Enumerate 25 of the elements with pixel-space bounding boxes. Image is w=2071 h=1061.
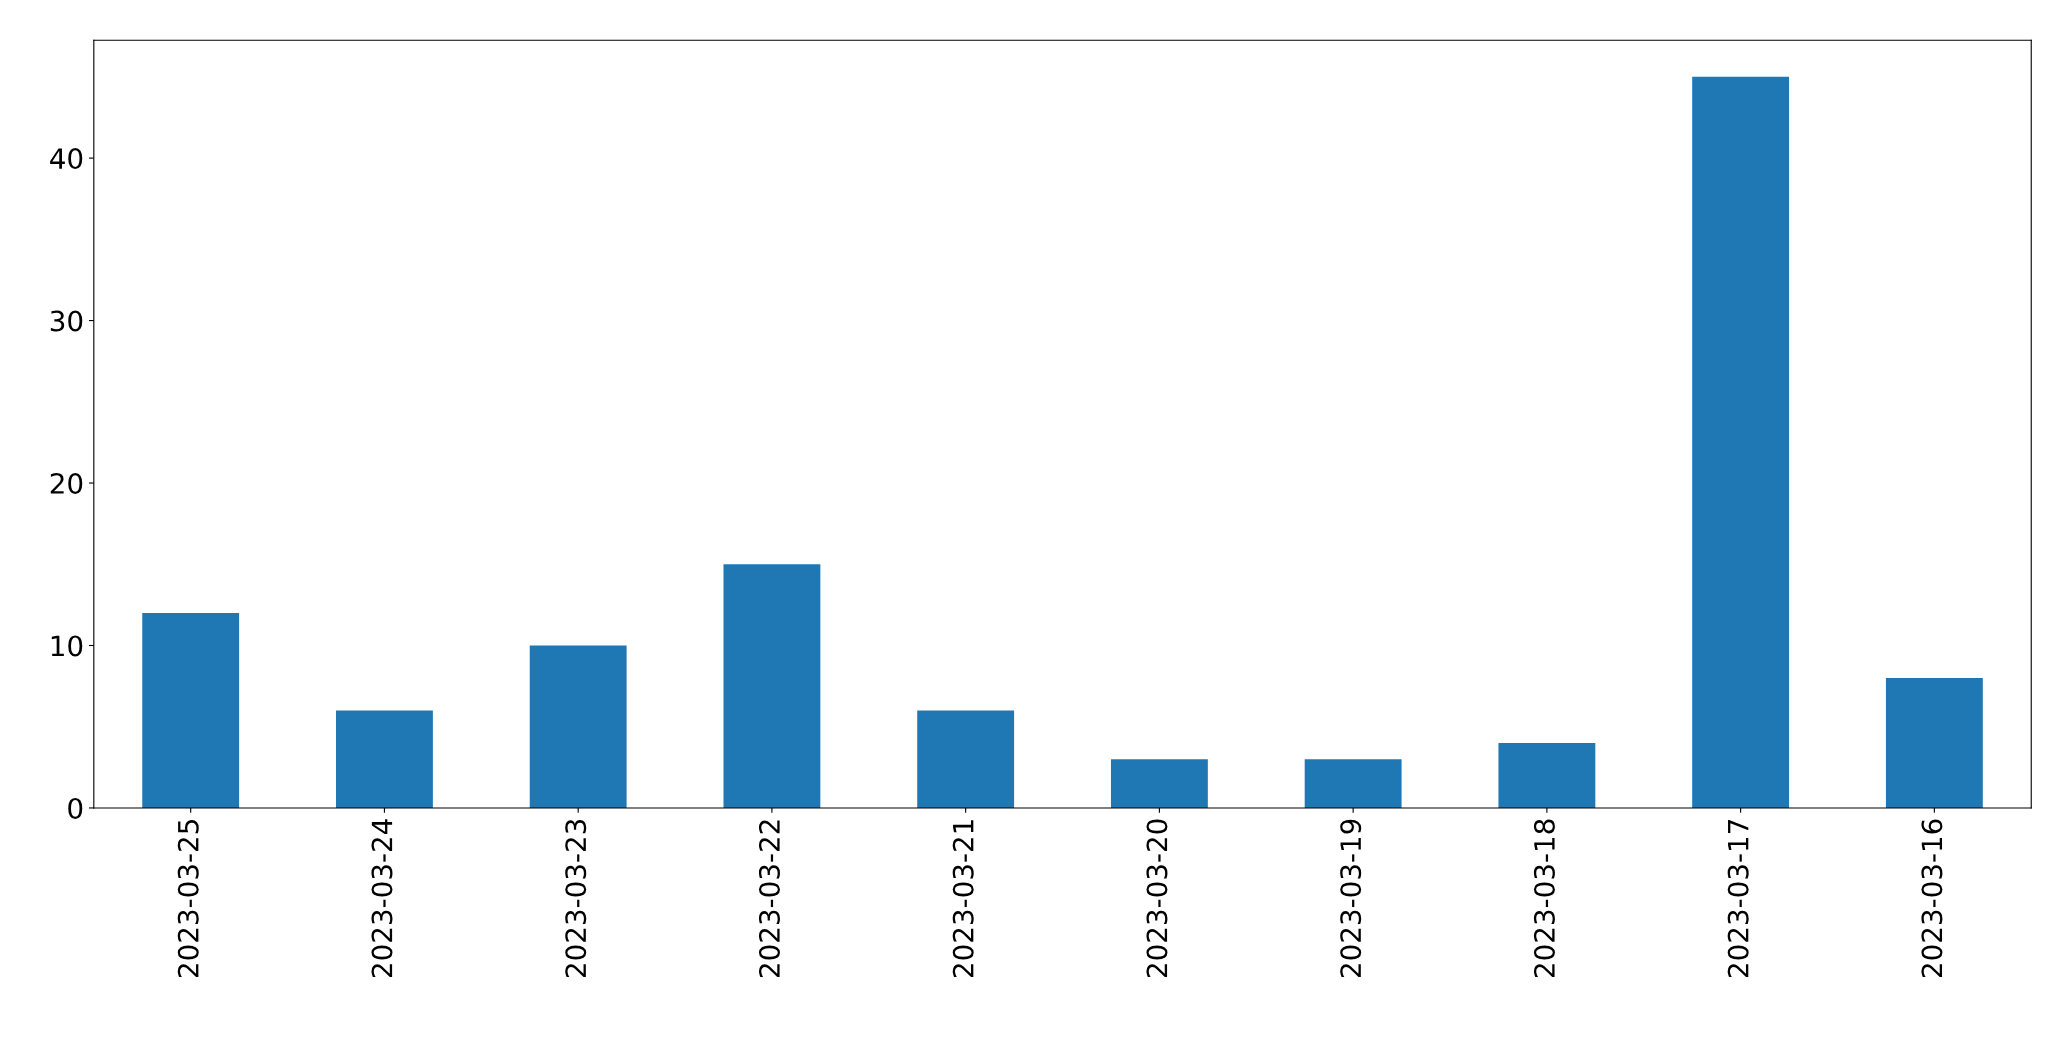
x-tick-label: 2023-03-22: [758, 820, 780, 978]
y-tick-label: 30: [50, 310, 83, 332]
bar: [1498, 742, 1596, 808]
y-tick-label: 40: [50, 148, 83, 170]
x-tick-label: 2023-03-17: [1727, 820, 1749, 978]
x-tick-label: 2023-03-18: [1533, 819, 1555, 978]
x-tick-label: 2023-03-21: [952, 820, 974, 978]
bar: [142, 613, 240, 808]
bar: [917, 710, 1015, 808]
bar: [1885, 677, 1983, 808]
x-tick-label: 2023-03-20: [1146, 819, 1168, 978]
x-tick-label: 2023-03-19: [1340, 819, 1362, 978]
y-tick-label: 10: [51, 635, 83, 657]
y-tick-label: 20: [50, 472, 83, 494]
bar: [529, 645, 627, 808]
bar: [1692, 76, 1790, 808]
y-tick-label: 0: [68, 797, 83, 819]
bar: [1110, 759, 1208, 808]
x-tick-label: 2023-03-23: [565, 819, 587, 978]
bar: [723, 564, 821, 808]
x-tick-label: 2023-03-16: [1921, 819, 1943, 978]
bar: [335, 710, 433, 808]
bar: [1304, 759, 1402, 808]
x-tick-label: 2023-03-25: [177, 820, 199, 978]
x-tick-label: 2023-03-24: [371, 819, 393, 978]
